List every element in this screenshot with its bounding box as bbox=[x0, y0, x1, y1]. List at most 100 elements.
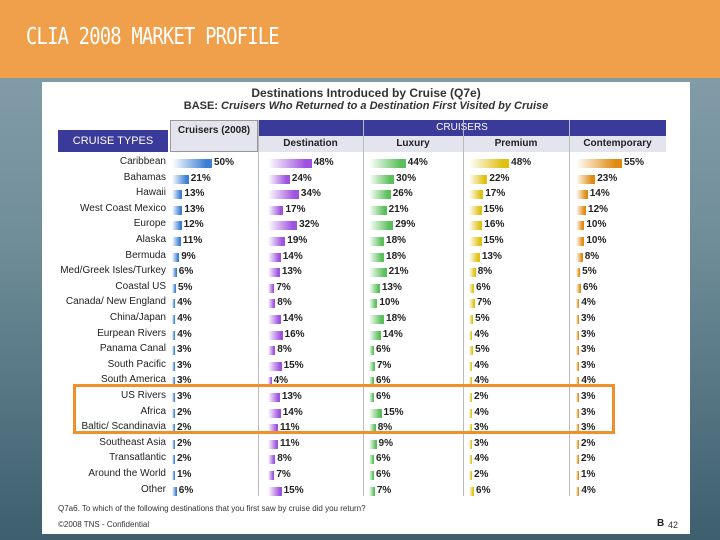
value-label: 13% bbox=[381, 281, 402, 293]
value-label: 3% bbox=[177, 344, 192, 356]
category-label: Caribbean bbox=[119, 156, 166, 167]
bar bbox=[268, 346, 276, 356]
bar bbox=[268, 361, 282, 371]
value-label: 4% bbox=[474, 453, 489, 465]
bar bbox=[172, 346, 175, 356]
category-label: Southeast Asia bbox=[99, 436, 166, 448]
bar bbox=[369, 221, 394, 231]
value-label: 4% bbox=[273, 375, 289, 387]
bar bbox=[576, 237, 585, 246]
bar bbox=[172, 159, 212, 168]
bar bbox=[576, 174, 596, 184]
bar bbox=[369, 205, 387, 215]
bar bbox=[268, 252, 281, 262]
bar bbox=[369, 424, 376, 434]
bar bbox=[172, 221, 182, 231]
value-label: 8% bbox=[277, 297, 292, 309]
bar bbox=[369, 299, 378, 309]
bar bbox=[268, 393, 280, 402]
value-label: 2% bbox=[581, 453, 596, 465]
bar bbox=[172, 205, 183, 215]
value-label: 11% bbox=[280, 422, 300, 434]
value-label: 6% bbox=[376, 469, 391, 480]
value-label: 17% bbox=[485, 188, 506, 200]
value-label: 9% bbox=[378, 437, 393, 449]
value-label: 6% bbox=[376, 375, 391, 387]
column-divider bbox=[258, 120, 259, 496]
value-label: 15% bbox=[483, 235, 504, 246]
bar bbox=[576, 346, 579, 356]
category-label: West Coast Mexico bbox=[80, 202, 166, 214]
value-label: 7% bbox=[476, 297, 492, 309]
column-divider bbox=[363, 120, 364, 496]
chart-panel: Destinations Introduced by Cruise (Q7e) … bbox=[42, 82, 690, 534]
column-divider bbox=[463, 120, 464, 496]
value-label: 8% bbox=[584, 250, 600, 262]
value-label: 18% bbox=[386, 235, 407, 246]
category-label: Coastal US bbox=[115, 280, 166, 292]
value-label: 3% bbox=[474, 437, 489, 449]
value-label: 23% bbox=[597, 172, 618, 184]
bar bbox=[369, 393, 375, 402]
header-luxury: Luxury bbox=[363, 136, 463, 152]
value-label: 48% bbox=[313, 157, 334, 168]
value-label: 4% bbox=[581, 375, 596, 387]
value-label: 13% bbox=[281, 266, 302, 278]
value-label: 5% bbox=[582, 266, 597, 278]
value-label: 10% bbox=[586, 235, 607, 246]
bar bbox=[469, 330, 473, 340]
bar bbox=[576, 393, 579, 402]
value-label: 8% bbox=[277, 453, 292, 465]
value-label: 21% bbox=[190, 172, 211, 184]
bar bbox=[576, 315, 579, 324]
header-cruisers-2008-label: Cruisers (2008) bbox=[177, 125, 251, 136]
value-label: 2% bbox=[177, 406, 192, 418]
bar bbox=[469, 346, 474, 356]
value-label: 4% bbox=[474, 406, 489, 418]
bar bbox=[268, 408, 281, 418]
category-label: South America bbox=[100, 374, 166, 386]
value-label: 5% bbox=[475, 313, 490, 324]
value-label: 7% bbox=[376, 359, 392, 371]
header-contemporary: Contemporary bbox=[569, 136, 666, 152]
value-label: 21% bbox=[388, 266, 409, 278]
value-label: 1% bbox=[581, 469, 596, 480]
chart-title: Destinations Introduced by Cruise (Q7e) bbox=[251, 86, 481, 100]
value-label: 30% bbox=[396, 172, 417, 184]
value-label: 7% bbox=[376, 484, 392, 496]
bar bbox=[268, 377, 272, 387]
bar bbox=[172, 361, 175, 371]
value-label: 16% bbox=[484, 219, 505, 231]
bar bbox=[172, 408, 175, 418]
question-footnote: Q7a6. To which of the following destinat… bbox=[58, 504, 366, 513]
value-label: 12% bbox=[183, 219, 204, 231]
category-label: Eurpean Rivers bbox=[97, 327, 166, 339]
bar bbox=[268, 471, 275, 480]
bar bbox=[469, 221, 483, 231]
highlight-box bbox=[73, 384, 615, 434]
value-label: 3% bbox=[177, 375, 192, 387]
value-label: 6% bbox=[376, 453, 391, 465]
value-label: 6% bbox=[376, 391, 391, 402]
bar bbox=[268, 439, 278, 449]
value-label: 22% bbox=[489, 172, 510, 184]
bar bbox=[369, 471, 375, 480]
bar bbox=[172, 393, 175, 402]
value-label: 4% bbox=[177, 313, 192, 324]
bar bbox=[369, 190, 391, 200]
subtitle-prefix: BASE: bbox=[183, 100, 218, 112]
bar bbox=[576, 252, 583, 262]
category-label: US Rivers bbox=[120, 390, 166, 401]
column-divider bbox=[569, 120, 570, 496]
category-label: Europe bbox=[133, 218, 166, 230]
value-label: 3% bbox=[474, 422, 489, 434]
page-mark: B bbox=[657, 518, 665, 529]
value-label: 26% bbox=[392, 188, 413, 200]
bar bbox=[576, 361, 579, 371]
bar bbox=[369, 237, 385, 246]
bar bbox=[369, 315, 385, 324]
bar bbox=[469, 252, 480, 262]
value-label: 11% bbox=[182, 235, 203, 246]
value-label: 4% bbox=[581, 297, 596, 309]
value-label: 15% bbox=[283, 484, 304, 496]
